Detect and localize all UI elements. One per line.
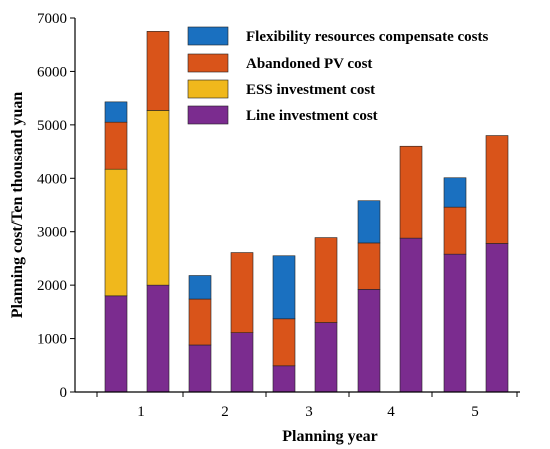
legend: Flexibility resources compensate costs Ab… — [187, 26, 488, 125]
bar-segment-9-series-1 — [443, 253, 467, 393]
bar-segment-10-series-1 — [485, 243, 509, 393]
legend-entry-label: Line investment cost — [246, 108, 378, 124]
bar-segment-1-series-4 — [104, 101, 128, 123]
legend-entry-label: Abandoned PV cost — [246, 56, 372, 72]
legend-swatch-3 — [187, 79, 229, 99]
y-tick-label: 5000 — [37, 118, 67, 134]
y-tick-label: 3000 — [37, 225, 67, 241]
bar-segment-4-series-1 — [230, 332, 254, 393]
bar-segment-1-series-1 — [104, 295, 128, 393]
bar-segment-5-series-1 — [272, 365, 296, 393]
x-axis-title: Planning year — [282, 428, 378, 445]
x-ticks: 1 2 3 4 5 — [96, 392, 518, 420]
bar-segment-3-series-3 — [188, 298, 212, 346]
x-tick-label: 3 — [305, 404, 313, 420]
bar-segment-9-series-4 — [443, 177, 467, 208]
x-tick-label: 5 — [471, 404, 479, 420]
x-tick-label: 2 — [221, 404, 229, 420]
bar-segment-4-series-3 — [230, 252, 254, 333]
y-tick-label: 1000 — [37, 332, 67, 348]
bar-segment-7-series-1 — [357, 289, 381, 393]
y-tick-label: 4000 — [37, 171, 67, 187]
bar-segment-8-series-3 — [399, 145, 423, 239]
bar-segment-7-series-4 — [357, 200, 381, 244]
bar-segment-7-series-3 — [357, 242, 381, 290]
x-tick-label: 4 — [387, 404, 395, 420]
bar-segment-2-series-1 — [146, 284, 170, 393]
bar-segment-10-series-3 — [485, 135, 509, 244]
x-tick-label: 1 — [137, 404, 145, 420]
legend-entry-label: ESS investment cost — [246, 82, 375, 98]
legend-entry-label: Flexibility resources compensate costs — [246, 29, 488, 45]
y-tick-label: 0 — [60, 385, 68, 401]
bar-segment-3-series-4 — [188, 275, 212, 300]
bar-segment-1-series-3 — [104, 121, 128, 170]
bar-segment-5-series-4 — [272, 255, 296, 320]
bar-segment-6-series-1 — [314, 322, 338, 393]
bar-segment-5-series-3 — [272, 318, 296, 367]
y-tick-label: 2000 — [37, 278, 67, 294]
y-ticks: 0 1000 2000 3000 4000 5000 6000 7000 — [37, 11, 75, 401]
bars — [104, 31, 509, 393]
bar-segment-6-series-3 — [314, 237, 338, 323]
bar-segment-8-series-1 — [399, 237, 423, 393]
bar-segment-1-series-2 — [104, 168, 128, 297]
legend-swatch-4 — [187, 105, 229, 125]
y-tick-label: 6000 — [37, 64, 67, 80]
y-tick-label: 7000 — [37, 11, 67, 27]
bar-segment-9-series-3 — [443, 206, 467, 255]
bar-segment-3-series-1 — [188, 344, 212, 393]
legend-swatch-1 — [187, 26, 229, 46]
legend-swatch-2 — [187, 53, 229, 73]
bar-segment-2-series-3 — [146, 31, 170, 111]
axes — [74, 18, 520, 393]
bar-segment-2-series-2 — [146, 110, 170, 286]
y-axis-title: Planning cost/Ten thousand yuan — [9, 92, 26, 319]
